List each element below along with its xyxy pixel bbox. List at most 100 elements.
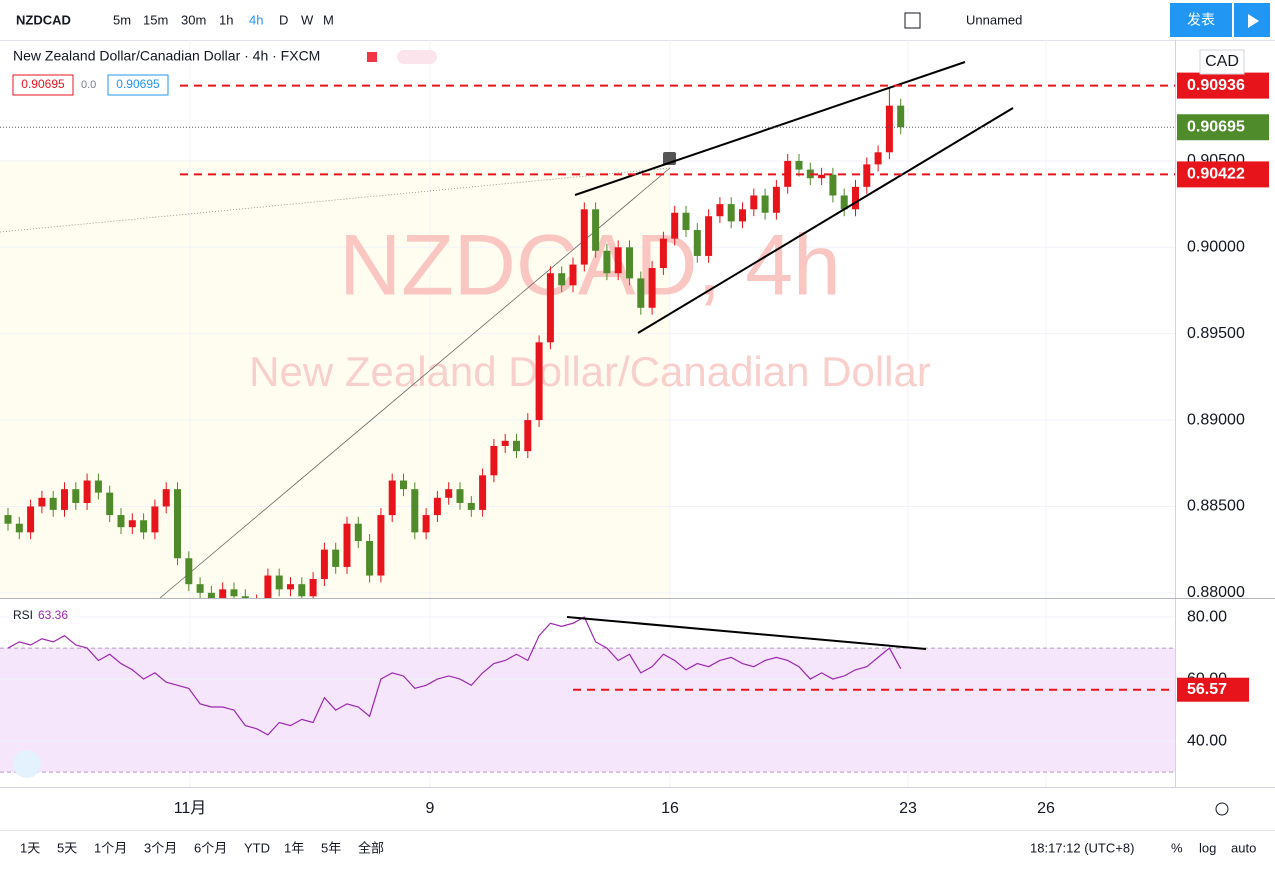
candle-body	[558, 273, 566, 286]
candle-body	[27, 506, 35, 533]
rsi-level-label: 56.57	[1187, 681, 1227, 698]
y-tick-label: 0.89500	[1187, 325, 1245, 342]
rsi-band	[0, 648, 1175, 773]
candle-body	[185, 558, 193, 585]
candle-body	[863, 164, 871, 187]
candle-body	[388, 480, 396, 516]
candle-body	[422, 515, 430, 533]
publish-label[interactable]: 发表	[1187, 12, 1215, 28]
candle-body	[490, 445, 498, 476]
candle-body	[874, 152, 882, 165]
interval[interactable]: D	[279, 12, 288, 27]
settings-icon[interactable]	[1215, 802, 1229, 816]
candle-body	[151, 506, 159, 533]
time-label: 23	[899, 800, 917, 817]
price-line-label: 0.90936	[1187, 77, 1245, 94]
logo[interactable]	[13, 750, 41, 778]
candle-body	[852, 186, 859, 210]
current-price-box	[1177, 114, 1269, 141]
candle-body	[433, 497, 441, 516]
currency[interactable]: CAD	[1205, 53, 1239, 70]
candle-body	[501, 440, 509, 446]
candle-body	[626, 247, 633, 279]
candle-body	[400, 480, 407, 490]
candle-body	[648, 268, 656, 308]
interval[interactable]: 5m	[113, 12, 131, 27]
rsi-last: 63.36	[38, 608, 68, 622]
candle-body	[716, 204, 724, 217]
interval[interactable]: M	[323, 12, 334, 27]
play-icon	[1248, 14, 1259, 28]
buy-box[interactable]	[107, 74, 169, 96]
currency-box[interactable]	[1199, 49, 1245, 75]
time-label: 16	[661, 800, 679, 817]
range-button[interactable]: 5年	[321, 840, 341, 855]
watermark: NZDCAD, 4h	[339, 218, 841, 314]
time-label: 9	[426, 800, 435, 817]
layout-name[interactable]: Unnamed	[966, 12, 1022, 27]
candle-body	[343, 523, 351, 567]
publish-button[interactable]	[1170, 3, 1232, 37]
percent-toggle[interactable]: %	[1171, 840, 1183, 855]
candle-body	[162, 489, 170, 507]
candle-body	[140, 520, 148, 533]
candle-body	[772, 186, 780, 213]
candle-body	[196, 584, 204, 593]
auto-toggle[interactable]: auto	[1231, 840, 1256, 855]
interval[interactable]: 4h	[249, 12, 263, 27]
clock: 18:17:12 (UTC+8)	[1030, 840, 1134, 855]
candle-body	[309, 578, 317, 597]
symbol[interactable]: NZDCAD	[16, 12, 71, 27]
candle-body	[750, 195, 758, 210]
candle-body	[15, 523, 23, 533]
candle-body	[671, 212, 679, 239]
y-tick-label: 0.90000	[1187, 239, 1245, 256]
log-toggle[interactable]: log	[1199, 840, 1216, 855]
candle-body	[592, 209, 600, 251]
candle-body	[637, 278, 645, 308]
candle-body	[603, 250, 611, 274]
candle-body	[727, 204, 735, 222]
interval[interactable]: W	[301, 12, 314, 27]
wedge-lower	[637, 107, 1014, 334]
price-line-box	[1177, 72, 1269, 99]
range-button[interactable]: 1天	[20, 840, 40, 855]
candle-body	[818, 174, 826, 179]
interval[interactable]: 30m	[181, 12, 206, 27]
y-tick-label: 0.88500	[1187, 498, 1245, 515]
range-button[interactable]: 全部	[358, 840, 384, 855]
range-button[interactable]: YTD	[244, 840, 270, 855]
status-dot	[367, 52, 377, 62]
rsi-tick-label: 40.00	[1187, 732, 1227, 749]
candle-body	[377, 515, 385, 576]
range-button[interactable]: 1年	[284, 840, 304, 855]
range-button[interactable]: 6个月	[194, 840, 227, 855]
candle-body	[885, 105, 893, 153]
range-button[interactable]: 3个月	[144, 840, 177, 855]
price-line-label: 0.90422	[1187, 166, 1245, 183]
wedge-upper	[574, 61, 966, 196]
icon[interactable]	[904, 12, 921, 29]
range-button[interactable]: 1个月	[94, 840, 127, 855]
interval[interactable]: 15m	[143, 12, 168, 27]
range-button[interactable]: 5天	[57, 840, 77, 855]
candle-body	[354, 523, 362, 541]
rsi-level-box	[1177, 677, 1249, 702]
candle-body	[83, 480, 91, 503]
candle-body	[535, 342, 543, 421]
rsi-trendline	[566, 616, 927, 650]
sell-box[interactable]	[12, 74, 74, 96]
candle-body	[207, 592, 215, 598]
buy-price[interactable]: 0.90695	[116, 77, 160, 91]
candle-body	[230, 589, 238, 597]
candle-body	[174, 489, 181, 559]
candle-body	[106, 492, 114, 516]
interval[interactable]: 1h	[219, 12, 233, 27]
drawing-area-shade	[0, 160, 670, 598]
candle-body	[264, 575, 272, 598]
candle-body	[513, 440, 520, 452]
candle-body	[546, 273, 554, 343]
candle-body	[287, 584, 294, 590]
sell-price[interactable]: 0.90695	[21, 77, 65, 91]
